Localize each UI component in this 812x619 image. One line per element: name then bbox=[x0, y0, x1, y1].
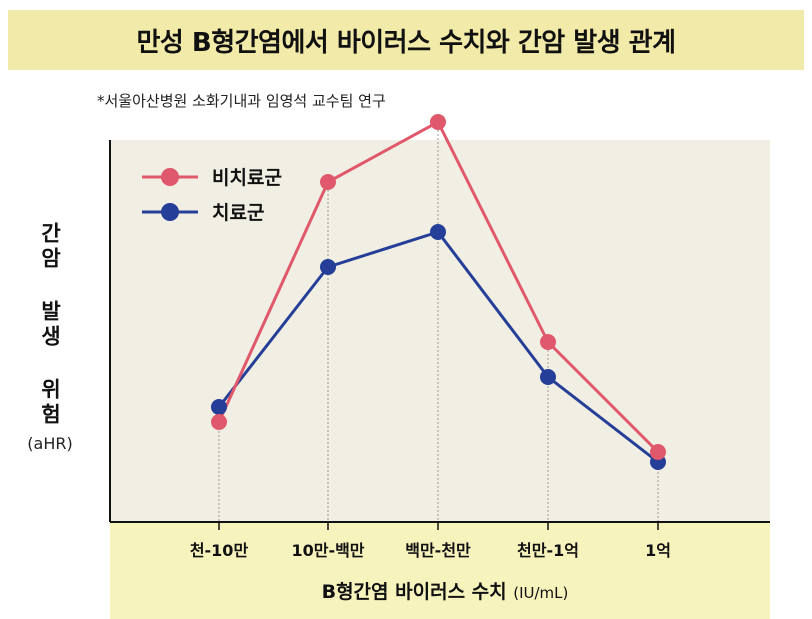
data-point bbox=[650, 444, 666, 460]
x-axis-title-main: B형간염 바이러스 수치 bbox=[322, 581, 514, 603]
data-point bbox=[430, 224, 446, 240]
data-point bbox=[211, 399, 227, 415]
data-point bbox=[540, 369, 556, 385]
legend-label: 비치료군 bbox=[212, 167, 282, 189]
data-point bbox=[540, 334, 556, 350]
chart-title: 만성 B형간염에서 바이러스 수치와 간암 발생 관계 bbox=[136, 27, 676, 58]
x-axis-band bbox=[110, 522, 770, 619]
x-tick-label: 백만-천만 bbox=[405, 541, 471, 560]
data-point bbox=[320, 174, 336, 190]
legend-label: 치료군 bbox=[212, 202, 264, 224]
data-point bbox=[320, 259, 336, 275]
x-tick-label: 1억 bbox=[645, 541, 671, 560]
y-axis-title: 간암 발생 위험 bbox=[38, 222, 62, 428]
data-point bbox=[430, 114, 446, 130]
y-axis-unit: (aHR) bbox=[27, 434, 73, 453]
y-axis-label: 간암 발생 위험 (aHR) bbox=[22, 222, 78, 453]
plot-area bbox=[110, 140, 770, 522]
x-tick-label: 천-10만 bbox=[190, 541, 249, 560]
x-tick-label: 천만-1억 bbox=[517, 541, 579, 560]
source-note: *서울아산병원 소화기내과 임영석 교수팀 연구 bbox=[97, 92, 386, 110]
legend-swatch-marker bbox=[161, 168, 179, 186]
title-banner: 만성 B형간염에서 바이러스 수치와 간암 발생 관계 bbox=[8, 10, 804, 70]
legend-swatch-marker bbox=[161, 203, 179, 221]
x-axis-title: B형간염 바이러스 수치 (IU/mL) bbox=[322, 581, 569, 603]
x-tick-label: 10만-백만 bbox=[291, 541, 364, 560]
data-point bbox=[211, 414, 227, 430]
x-axis-title-unit: (IU/mL) bbox=[513, 584, 568, 602]
